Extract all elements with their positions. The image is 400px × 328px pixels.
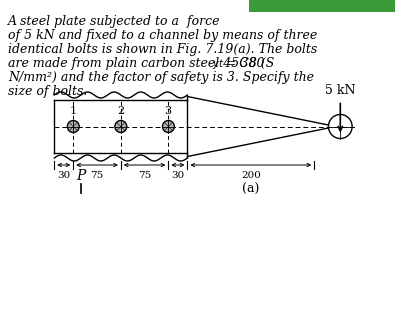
Text: 5 kN: 5 kN — [325, 84, 356, 96]
Text: $\mathit{yt}$: $\mathit{yt}$ — [212, 57, 224, 71]
Text: 2: 2 — [117, 106, 124, 115]
Text: size of bolts.: size of bolts. — [8, 85, 87, 98]
Text: = 380: = 380 — [222, 57, 264, 70]
Text: (a): (a) — [242, 183, 260, 196]
Text: A steel plate subjected to a  force: A steel plate subjected to a force — [8, 15, 220, 28]
Text: 3: 3 — [164, 106, 172, 115]
Bar — [248, 0, 394, 12]
Text: 75: 75 — [90, 171, 104, 180]
Text: 75: 75 — [138, 171, 151, 180]
Text: 1: 1 — [69, 106, 76, 115]
Circle shape — [162, 120, 174, 133]
Text: of 5 kN and fixed to a channel by means of three: of 5 kN and fixed to a channel by means … — [8, 29, 317, 42]
Text: 30: 30 — [57, 171, 70, 180]
Text: 30: 30 — [171, 171, 184, 180]
Circle shape — [115, 120, 127, 133]
Text: are made from plain carbon steel 45C8 (S: are made from plain carbon steel 45C8 (S — [8, 57, 274, 70]
Circle shape — [67, 120, 79, 133]
Text: N/mm²) and the factor of safety is 3. Specify the: N/mm²) and the factor of safety is 3. Sp… — [8, 71, 314, 84]
Text: P: P — [76, 169, 86, 183]
Text: identical bolts is shown in Fig. 7.19(a). The bolts: identical bolts is shown in Fig. 7.19(a)… — [8, 43, 317, 56]
Text: 200: 200 — [241, 171, 261, 180]
